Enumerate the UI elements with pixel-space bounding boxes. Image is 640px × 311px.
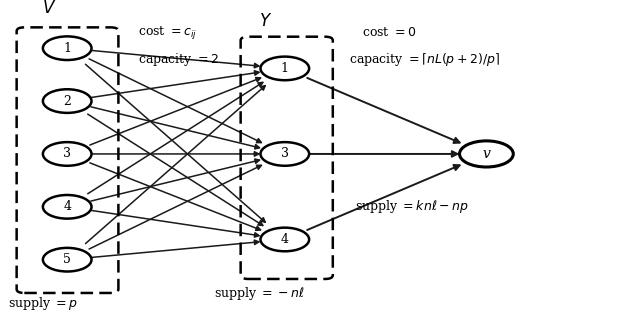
Text: cost $= c_{ij}$: cost $= c_{ij}$ bbox=[138, 24, 196, 41]
Circle shape bbox=[43, 195, 92, 219]
Text: 5: 5 bbox=[63, 253, 71, 266]
Text: cost $= 0$: cost $= 0$ bbox=[362, 26, 416, 39]
Text: supply $= -n\ell$: supply $= -n\ell$ bbox=[214, 285, 305, 302]
Text: supply $= kn\ell - np$: supply $= kn\ell - np$ bbox=[355, 198, 469, 215]
Circle shape bbox=[43, 36, 92, 60]
Circle shape bbox=[260, 57, 309, 80]
Text: 3: 3 bbox=[63, 147, 71, 160]
Circle shape bbox=[43, 89, 92, 113]
Text: 4: 4 bbox=[63, 200, 71, 213]
Text: 3: 3 bbox=[281, 147, 289, 160]
Circle shape bbox=[260, 228, 309, 251]
Text: 1: 1 bbox=[63, 42, 71, 55]
Text: capacity $= 2$: capacity $= 2$ bbox=[138, 51, 218, 67]
Circle shape bbox=[43, 248, 92, 272]
Text: $V$: $V$ bbox=[42, 0, 56, 17]
Circle shape bbox=[43, 142, 92, 166]
Text: 1: 1 bbox=[281, 62, 289, 75]
Text: capacity $= \lceil nL(p+2)/p \rceil$: capacity $= \lceil nL(p+2)/p \rceil$ bbox=[349, 51, 500, 67]
Text: $Y$: $Y$ bbox=[259, 12, 273, 30]
Circle shape bbox=[460, 141, 513, 167]
Text: 2: 2 bbox=[63, 95, 71, 108]
Text: supply $= p$: supply $= p$ bbox=[8, 295, 79, 311]
Text: 4: 4 bbox=[281, 233, 289, 246]
Text: v: v bbox=[483, 147, 490, 161]
Circle shape bbox=[260, 142, 309, 166]
